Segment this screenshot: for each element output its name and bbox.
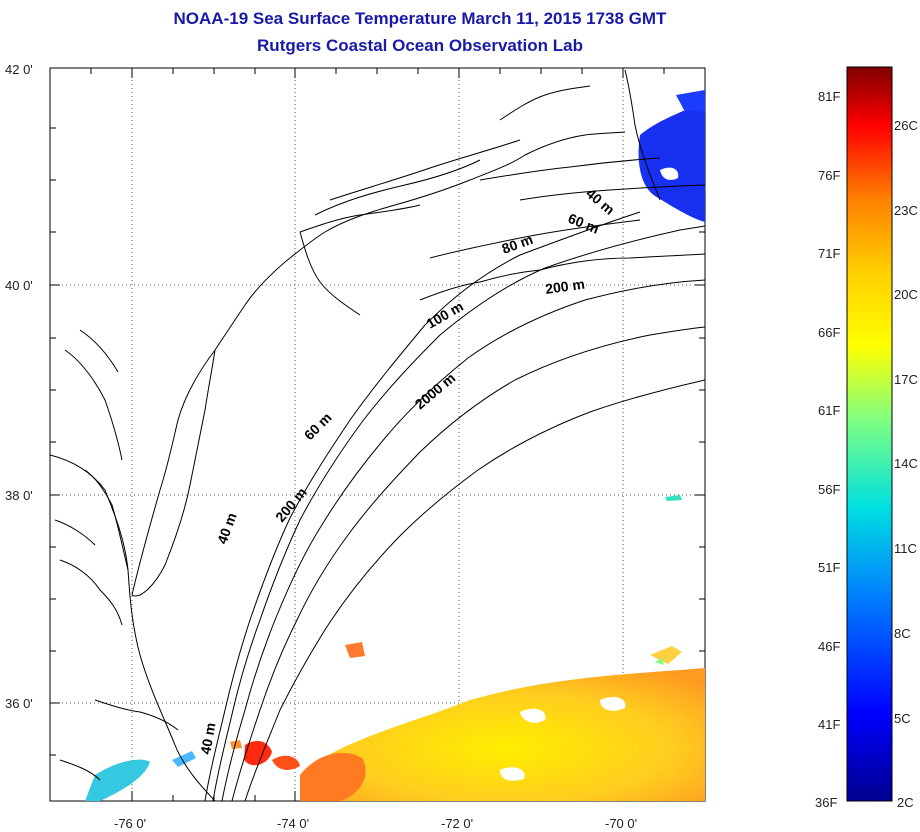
colorbar-c-label: 23C xyxy=(894,203,918,218)
contour-label: 40 m xyxy=(197,721,218,755)
colorbar-f-label: 66F xyxy=(818,325,841,340)
map-title: NOAA-19 Sea Surface Temperature March 11… xyxy=(173,9,667,28)
lon-label: -76 0' xyxy=(114,816,146,831)
colorbar-f-label: 81F xyxy=(818,89,841,104)
colorbar-f-label: 71F xyxy=(818,246,841,261)
bathymetry-contours xyxy=(204,157,705,801)
lat-label: 42 0' xyxy=(5,62,33,77)
colorbar-f-label: 51F xyxy=(818,560,841,575)
coastline xyxy=(50,69,661,801)
colorbar-c-label: 20C xyxy=(894,287,918,302)
lat-labels: 42 0' 40 0' 38 0' 36 0' xyxy=(5,62,33,711)
colorbar-c-label: 8C xyxy=(894,626,911,641)
colorbar-f-label: 56F xyxy=(818,482,841,497)
contour-label: 200 m xyxy=(544,276,586,297)
colorbar-c-label: 5C xyxy=(894,711,911,726)
colorbar-f-label: 76F xyxy=(818,168,841,183)
colorbar-c-label: 26C xyxy=(894,118,918,133)
colorbar-c-label: 2C xyxy=(897,795,914,810)
colorbar-c-label: 11C xyxy=(894,541,917,556)
lon-label: -72 0' xyxy=(441,816,473,831)
colorbar-f-label: 36F xyxy=(815,795,838,810)
lon-label: -74 0' xyxy=(277,816,309,831)
sst-cool-nearshore xyxy=(85,495,682,801)
sst-cold-patch xyxy=(638,90,705,222)
colorbar-f-label: 46F xyxy=(818,639,841,654)
sst-warm-gulfstream xyxy=(244,642,705,801)
colorbar-c-label: 17C xyxy=(894,372,918,387)
colorbar-c-label: 14C xyxy=(894,456,918,471)
lon-labels: -76 0' -74 0' -72 0' -70 0' xyxy=(114,816,637,831)
lat-label: 38 0' xyxy=(5,488,33,503)
colorbar-f-label: 41F xyxy=(818,717,841,732)
map-subtitle: Rutgers Coastal Ocean Observation Lab xyxy=(257,36,583,55)
lon-label: -70 0' xyxy=(605,816,637,831)
lat-label: 40 0' xyxy=(5,278,33,293)
lat-label: 36 0' xyxy=(5,696,33,711)
colorbar xyxy=(846,66,893,802)
colorbar-f-label: 61F xyxy=(818,403,841,418)
